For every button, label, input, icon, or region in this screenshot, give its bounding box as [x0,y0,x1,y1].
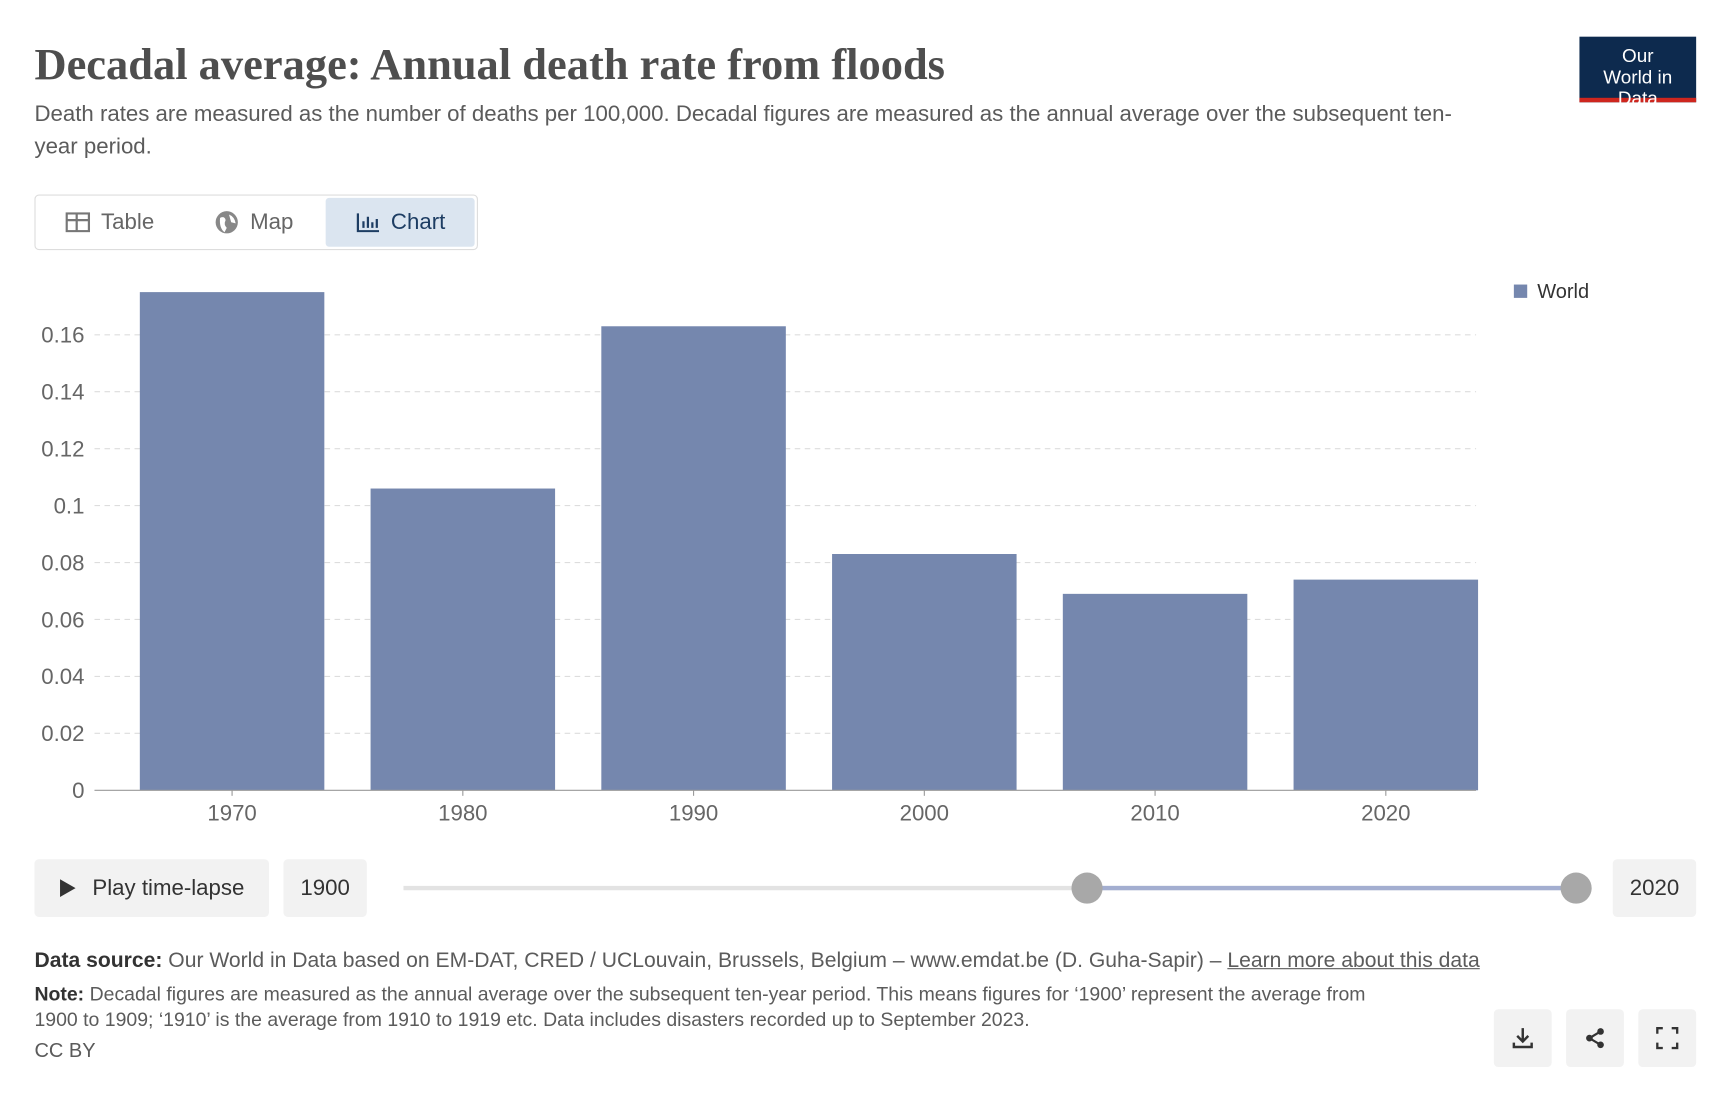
source-label: Data source: [34,949,163,973]
bar [832,554,1017,791]
play-label: Play time-lapse [92,875,245,900]
y-tick-label: 0.16 [41,323,84,348]
source-text: Our World in Data based on EM-DAT, CRED … [168,949,1222,973]
y-tick-label: 0.02 [41,721,84,746]
license: CC BY [34,1039,96,1062]
play-icon [60,879,76,897]
tab-label: Map [250,209,294,234]
play-button[interactable]: Play time-lapse [34,859,269,917]
chart-subtitle: Death rates are measured as the number o… [34,102,1452,159]
legend-label: World [1537,281,1589,303]
chart-icon [356,213,379,233]
bar [1293,579,1479,791]
share-button[interactable] [1566,1009,1624,1068]
x-tick-label: 2010 [1130,800,1179,825]
y-tick-label: 0.14 [41,380,84,405]
y-tick-label: 0.08 [41,550,84,575]
y-tick-label: 0.1 [54,493,85,518]
bar [139,292,325,791]
tab-label: Chart [390,209,446,234]
chart-title: Decadal average: Annual death rate from … [34,38,945,89]
y-tick-label: 0.06 [41,607,84,632]
source-link[interactable]: Learn more about this data [1227,949,1480,973]
timeline-slider[interactable] [389,867,1601,911]
tab-chart[interactable]: Chart [326,197,475,247]
tab-table[interactable]: Table [36,196,185,249]
share-icon [1586,1028,1604,1049]
note: Note: Decadal figures are measured as th… [34,981,1368,1032]
note-label: Note: [34,982,85,1005]
tab-label: Table [101,209,155,234]
x-tick-label: 1970 [207,800,256,825]
y-tick-label: 0.04 [41,664,84,689]
source: Data source: Our World in Data based on … [34,947,1612,975]
y-tick-label: 0 [72,778,84,803]
legend-swatch [1513,284,1528,298]
bar [1062,593,1248,791]
bar [601,326,786,791]
fullscreen-button[interactable] [1638,1009,1697,1068]
timeline-start[interactable]: 1900 [283,859,367,917]
x-tick-label: 2020 [1361,800,1410,825]
note-text: Decadal figures are measured as the annu… [34,982,1366,1031]
y-tick-label: 0.12 [41,436,84,461]
download-icon [1512,1028,1533,1049]
tab-bar: Table Map Chart [34,194,478,251]
download-button[interactable] [1493,1009,1552,1068]
tab-map[interactable]: Map [184,196,324,249]
fullscreen-icon [1656,1027,1679,1050]
x-tick-label: 1980 [438,800,487,825]
table-icon [65,212,90,233]
x-tick-label: 2000 [900,800,949,825]
globe-icon [215,211,238,234]
bar [370,488,556,791]
x-tick-label: 1990 [669,800,718,825]
timeline-end[interactable]: 2020 [1612,859,1697,917]
logo[interactable]: Our World in Data [1579,36,1697,109]
